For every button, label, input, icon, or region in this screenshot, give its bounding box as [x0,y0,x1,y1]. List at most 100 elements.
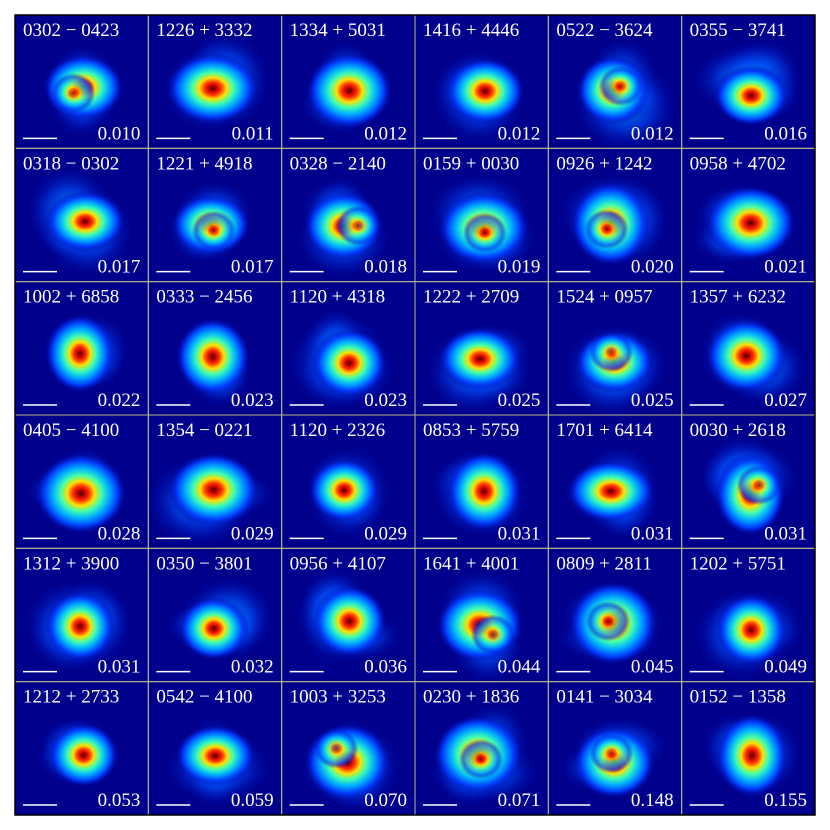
source-value: 0.019 [498,257,541,278]
source-value: 0.017 [98,257,141,278]
source [445,58,525,125]
source-value: 0.027 [764,390,807,411]
source [567,460,655,523]
source [45,190,126,253]
source [439,327,521,391]
source-name: 0958 + 4702 [690,153,786,174]
source [470,614,515,655]
source [716,713,788,798]
source [51,73,96,114]
source [176,317,250,396]
source-name: 1354 − 0221 [156,420,252,441]
source-name: 0159 + 0030 [423,153,519,174]
source-value: 0.025 [631,390,674,411]
source-value: 0.031 [764,523,807,544]
source-value: 0.071 [498,790,541,811]
source-value: 0.021 [764,257,807,278]
source-name: 0141 − 3034 [556,687,653,708]
source-name: 1222 + 2709 [423,287,519,308]
source-name: 1524 + 0957 [556,287,652,308]
source [715,594,787,666]
source [589,733,634,774]
source-name: 1202 + 5751 [690,553,786,574]
source-name: 0926 + 1242 [556,153,652,174]
source-name: 0542 − 4100 [156,687,252,708]
source-name: 0152 − 1358 [690,687,786,708]
source-name: 0522 − 3624 [556,20,653,41]
source-value: 0.070 [364,790,407,811]
source-value: 0.022 [98,390,141,411]
source-name: 0030 + 2618 [690,420,786,441]
source-value: 0.023 [231,390,274,411]
source [45,314,115,393]
source [45,590,116,662]
source [178,596,250,661]
source-value: 0.059 [231,790,274,811]
source-value: 0.045 [631,657,674,678]
source [714,65,789,126]
source-name: 0333 − 2456 [156,287,252,308]
source-value: 0.017 [231,257,274,278]
source-value: 0.010 [98,123,141,144]
source-name: 1002 + 6858 [23,287,119,308]
source [311,328,387,398]
source-value: 0.011 [232,123,274,144]
source [309,458,380,522]
source [191,210,236,251]
source-value: 0.036 [364,657,407,678]
source-name: 1226 + 3332 [156,20,252,41]
source [458,739,503,780]
source-name: 1212 + 2733 [23,687,119,708]
source-value: 0.155 [764,790,807,811]
source-name: 1416 + 4446 [423,20,519,41]
source-value: 0.053 [98,790,141,811]
source [598,66,643,107]
source-name: 1120 + 4318 [290,287,386,308]
source-name: 0853 + 5759 [423,420,519,441]
source-name: 1357 + 6232 [690,287,786,308]
source-value: 0.012 [364,123,407,144]
source-name: 0809 + 2811 [556,553,652,574]
source-name: 1312 + 3900 [23,553,119,574]
source-name: 1120 + 2326 [290,420,386,441]
source-value: 0.032 [231,657,274,678]
source-value: 0.025 [498,390,541,411]
source-value: 0.012 [498,123,541,144]
source-name: 1221 + 4918 [156,153,252,174]
source-value: 0.020 [631,257,674,278]
source [336,205,381,246]
source-name: 0956 + 4107 [290,553,386,574]
source-name: 1701 + 6414 [556,420,653,441]
source-name: 0230 + 1836 [423,687,519,708]
source [584,209,629,250]
source-value: 0.031 [631,523,674,544]
source-value: 0.148 [631,790,674,811]
source-name: 0350 − 3801 [156,553,252,574]
source-name: 0355 − 3741 [690,20,786,41]
source-value: 0.018 [364,257,407,278]
source-name: 0328 − 2140 [290,153,386,174]
source-value: 0.016 [764,123,807,144]
source-value: 0.012 [631,123,674,144]
source [314,728,359,769]
source-value: 0.031 [98,657,141,678]
source [589,332,634,373]
source-value: 0.029 [364,523,407,544]
source [175,725,256,787]
source [306,52,393,129]
source-value: 0.049 [764,657,807,678]
source [706,318,787,393]
source-value: 0.044 [498,657,541,678]
source-name: 1334 + 5031 [290,20,386,41]
source-value: 0.023 [364,390,407,411]
source-name: 1003 + 3253 [290,687,386,708]
source-value: 0.029 [231,523,274,544]
source-name: 0318 − 0302 [23,153,119,174]
source [312,585,387,657]
source-name: 0405 − 4100 [23,420,119,441]
source [447,451,522,531]
source [168,452,260,527]
source-value: 0.028 [98,523,141,544]
source [35,452,127,534]
